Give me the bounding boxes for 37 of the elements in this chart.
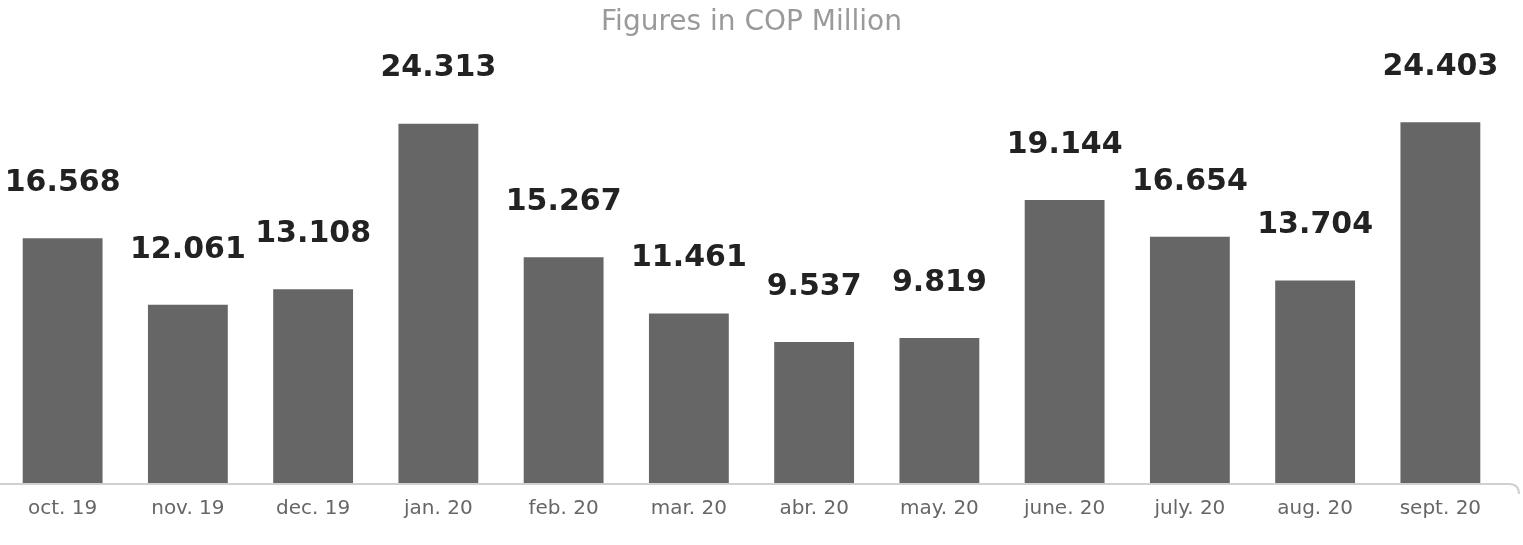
- bar: [523, 257, 604, 483]
- data-label: 12.061: [129, 229, 246, 265]
- data-label: 16.654: [1131, 161, 1248, 197]
- x-tick-label: sept. 20: [1399, 495, 1482, 520]
- bar: [774, 342, 855, 483]
- bar: [648, 313, 729, 483]
- bar: [22, 238, 103, 483]
- bar: [1275, 280, 1356, 483]
- x-tick-label: nov. 19: [151, 495, 225, 520]
- data-label: 11.461: [630, 238, 747, 274]
- x-tick-label: jan. 20: [403, 495, 473, 520]
- data-label: 13.108: [255, 214, 372, 250]
- x-tick-label: abr. 20: [779, 495, 849, 520]
- data-label: 9.819: [891, 262, 987, 298]
- data-label: 24.403: [1382, 47, 1499, 83]
- x-tick-label: oct. 19: [28, 495, 98, 520]
- x-tick-label: dec. 19: [276, 495, 351, 520]
- data-label: 9.537: [766, 266, 862, 302]
- x-tick-label: aug. 20: [1277, 495, 1354, 520]
- x-tick-label: july. 20: [1153, 495, 1226, 520]
- chart-title: Figures in COP Million: [601, 4, 902, 38]
- data-label: 16.568: [4, 162, 121, 198]
- bar: [398, 123, 479, 483]
- data-label: 24.313: [380, 48, 497, 84]
- bar: [899, 337, 980, 483]
- data-label: 13.704: [1257, 205, 1374, 241]
- x-tick-label: feb. 20: [528, 495, 599, 520]
- data-label: 19.144: [1006, 124, 1123, 160]
- bar: [1400, 122, 1481, 483]
- x-tick-label: june. 20: [1022, 495, 1106, 520]
- bar: [147, 304, 228, 483]
- x-tick-label: may. 20: [899, 495, 979, 520]
- bar: [273, 289, 354, 483]
- x-tick-label: mar. 20: [650, 495, 728, 520]
- bar: [1149, 236, 1230, 483]
- data-label: 15.267: [505, 182, 622, 218]
- bar: [1024, 200, 1105, 483]
